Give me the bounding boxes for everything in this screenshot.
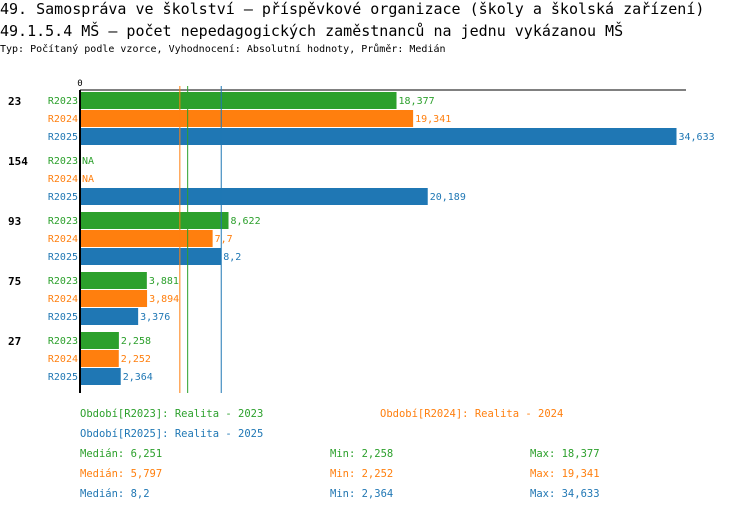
bar [80,128,677,145]
bar [80,350,119,367]
series-label: R2025 [48,192,78,203]
data-label: 34,633 [679,132,715,143]
data-label: 8,2 [223,252,241,263]
category-label: 93 [8,215,21,228]
data-label: 18,377 [399,96,435,107]
legend-period-r2024: Období[R2024]: Realita - 2024 [380,408,564,420]
category-label: 75 [8,275,21,288]
chart-meta: Typ: Počítaný podle vzorce, Vyhodnocení:… [0,44,446,55]
legend-min-r2023: Min: 2,258 [330,448,394,460]
bar [80,308,139,325]
category-label: 23 [8,95,21,108]
legend-max-r2024: Max: 19,341 [530,468,600,480]
chart-title: 49. Samospráva ve školství – příspěvkové… [0,0,705,18]
series-label: R2024 [48,114,78,125]
legend-median-r2023: Medián: 6,251 [80,448,163,460]
data-label: NA [82,156,94,167]
data-label: 20,189 [430,192,466,203]
data-label: NA [82,174,94,185]
legend-min-r2025: Min: 2,364 [330,488,394,500]
bar [80,110,414,127]
series-label: R2023 [48,96,78,107]
data-label: 7,7 [215,234,233,245]
legend-median-r2024: Medián: 5,797 [80,468,163,480]
series-label: R2025 [48,312,78,323]
x-axis-zero-label: 0 [77,79,82,89]
series-label: R2023 [48,156,78,167]
bar [80,188,428,205]
data-label: 3,881 [149,276,179,287]
data-label: 19,341 [415,114,451,125]
bar [80,92,397,109]
series-label: R2025 [48,132,78,143]
series-label: R2023 [48,336,78,347]
bar [80,230,213,247]
series-label: R2024 [48,294,78,305]
legend-max-r2025: Max: 34,633 [530,488,600,500]
data-label: 2,252 [121,354,151,365]
data-label: 3,894 [149,294,179,305]
legend-max-r2023: Max: 18,377 [530,448,600,460]
chart-subtitle: 49.1.5.4 MŠ – počet nepedagogických zamě… [0,22,624,40]
data-label: 2,364 [123,372,153,383]
data-label: 3,376 [140,312,170,323]
bar [80,212,229,229]
bar [80,272,147,289]
series-label: R2025 [48,252,78,263]
category-label: 154 [8,155,28,168]
bar [80,368,121,385]
series-label: R2025 [48,372,78,383]
data-label: 2,258 [121,336,151,347]
bar-chart: 0 23 R2023 18,377 R2024 19,341 R2025 34,633 154 R… [8,79,715,393]
category-label: 27 [8,335,21,348]
bar [80,332,119,349]
series-label: R2024 [48,234,78,245]
series-label: R2024 [48,174,78,185]
legend-period-r2025: Období[R2025]: Realita - 2025 [80,428,264,440]
legend-period-r2023: Období[R2023]: Realita - 2023 [80,408,264,420]
legend-min-r2024: Min: 2,252 [330,468,394,480]
series-label: R2023 [48,276,78,287]
series-label: R2024 [48,354,78,365]
data-label: 8,622 [231,216,261,227]
legend-median-r2025: Medián: 8,2 [80,488,150,500]
bar [80,248,222,265]
series-label: R2023 [48,216,78,227]
bar [80,290,148,307]
